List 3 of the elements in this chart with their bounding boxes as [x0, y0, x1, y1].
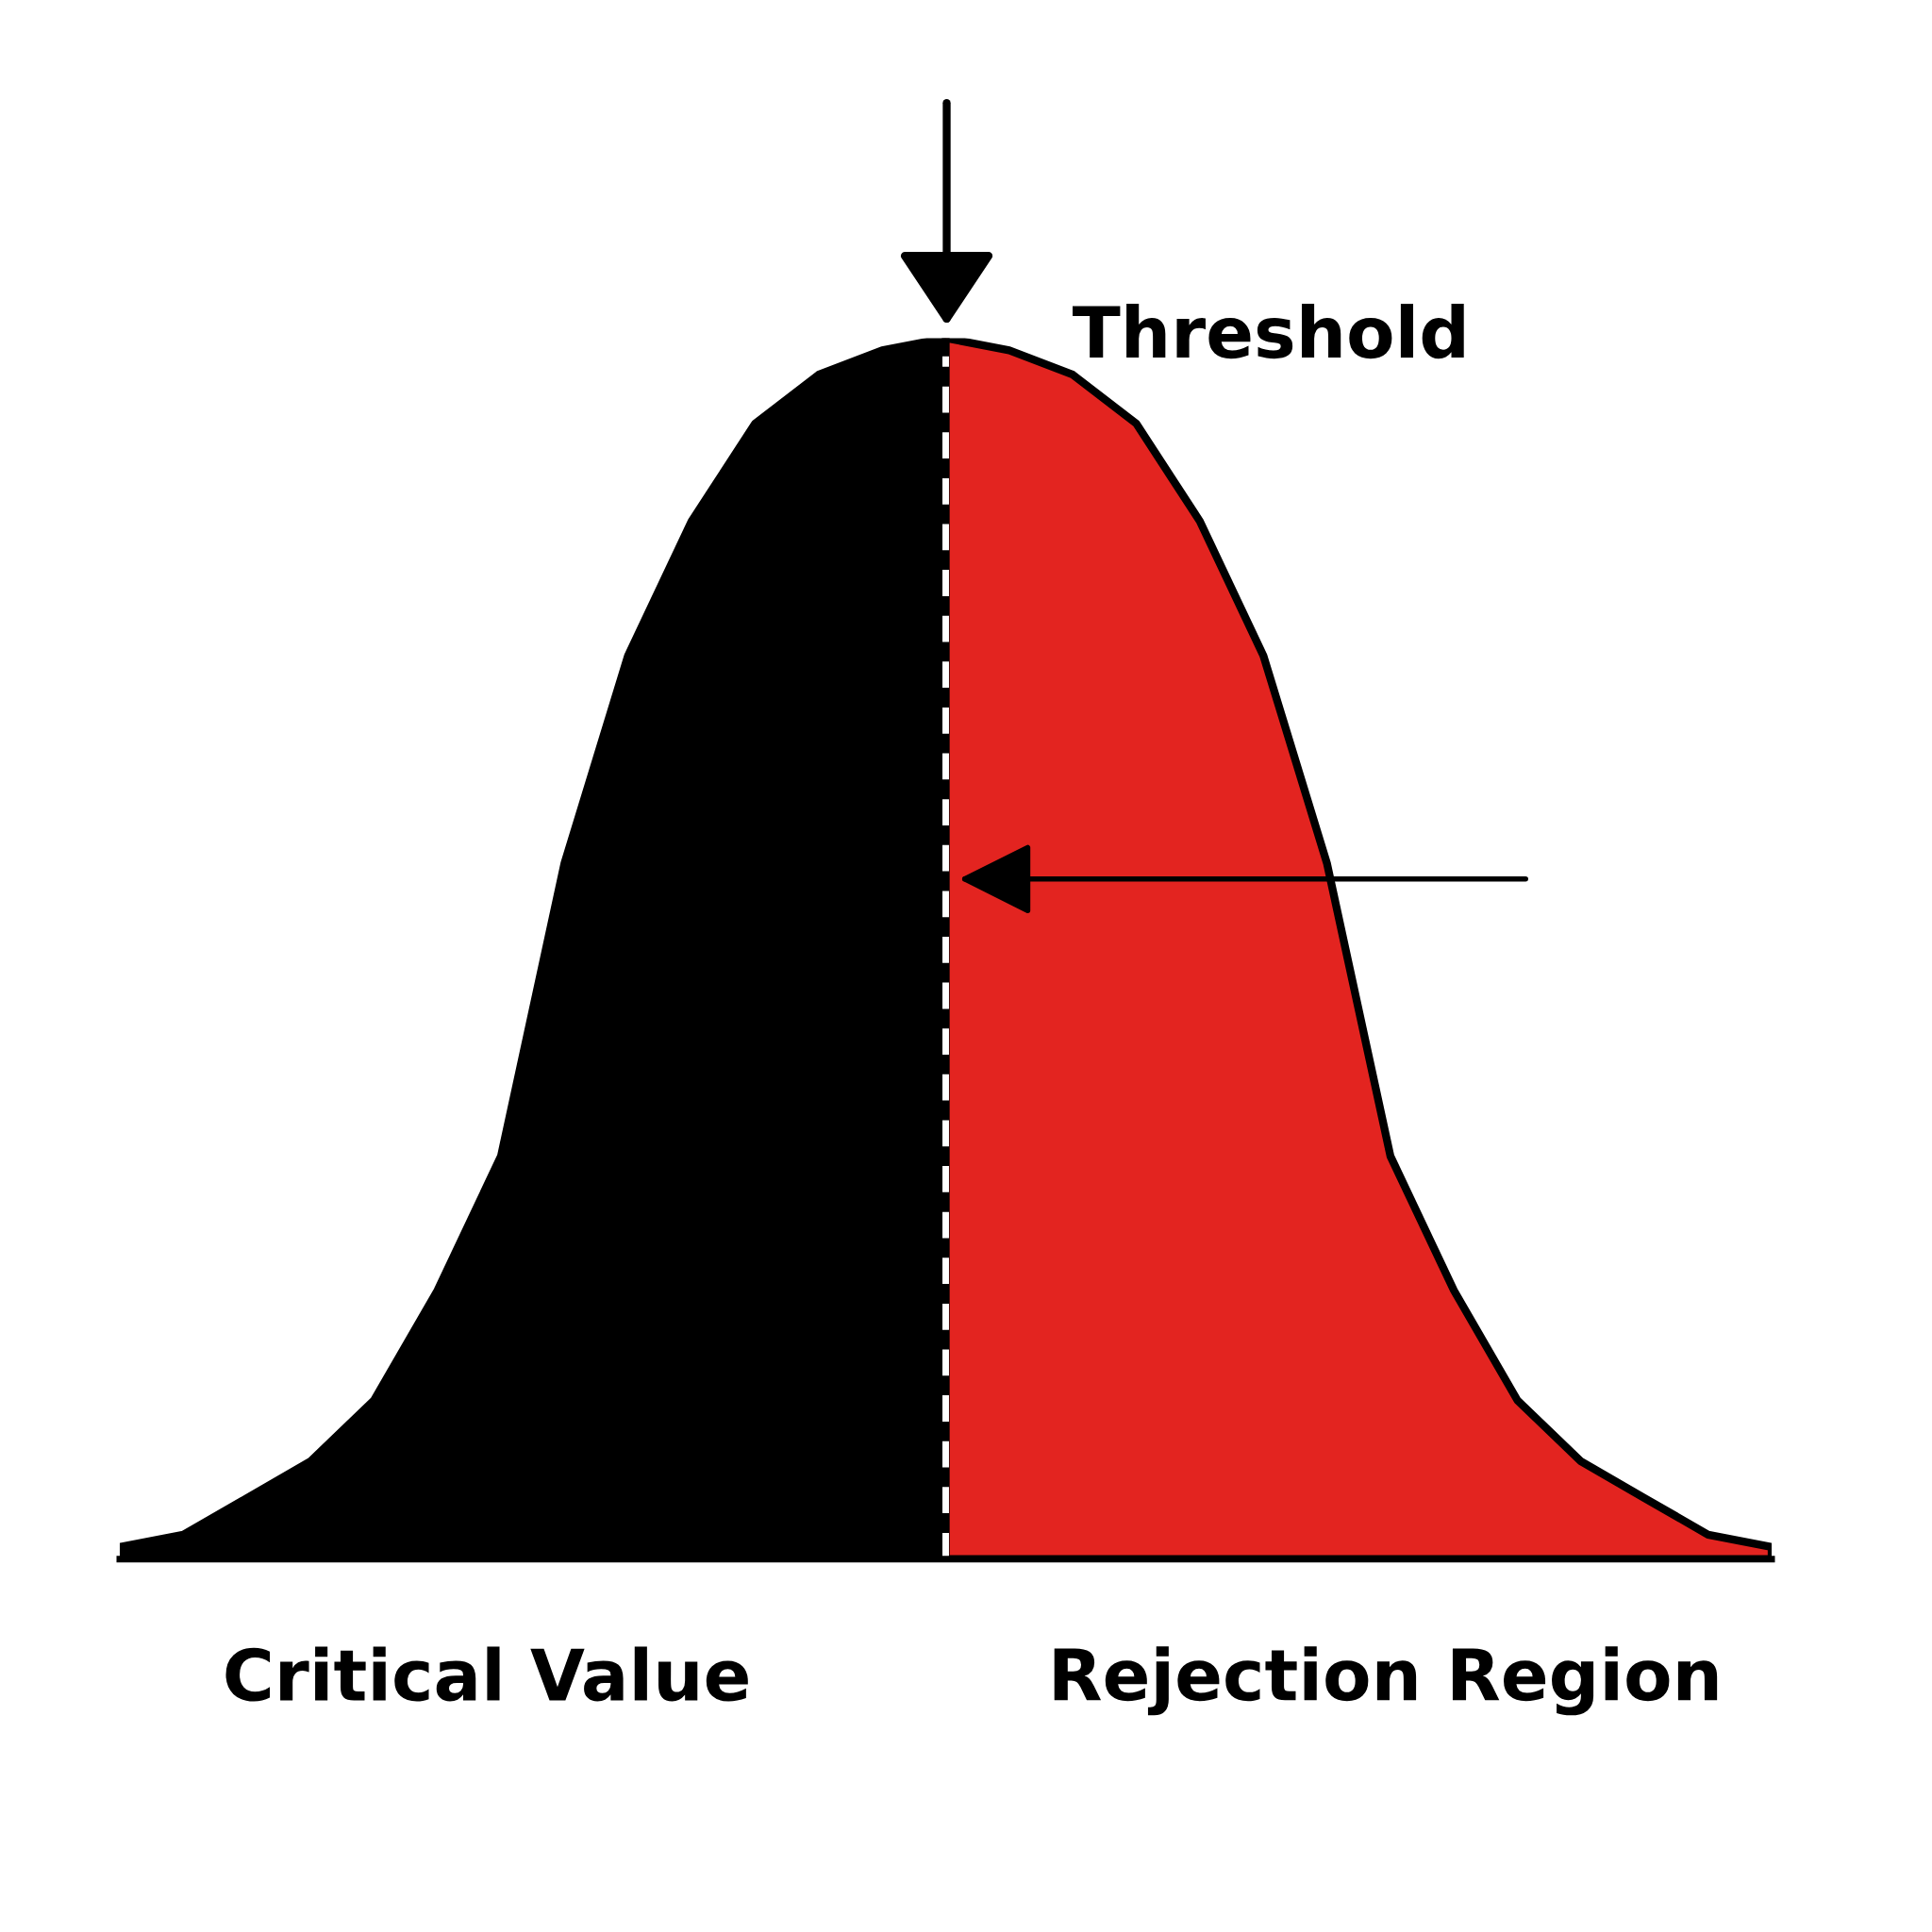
- text: Critical Value: [225, 1646, 748, 1702]
- annotation: Threshold: [1073, 304, 1464, 359]
- text: Rejection Region: [1054, 1646, 1718, 1716]
